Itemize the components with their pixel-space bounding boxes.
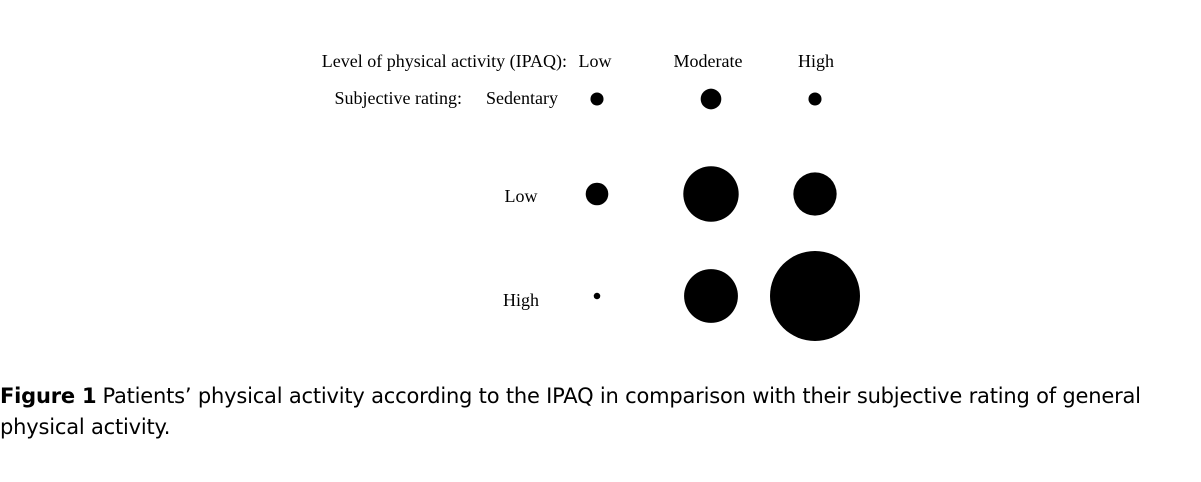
figure-caption: Figure 1 Patients’ physical activity acco… <box>0 381 1195 443</box>
bubble-sedentary-rating-moderate-ipaq <box>700 88 722 110</box>
caption-text: Patients’ physical activity according to… <box>0 384 1141 439</box>
y-tick-label-high: High <box>503 290 539 310</box>
y-axis-header: Subjective rating: <box>335 88 462 108</box>
x-tick-label-high: High <box>798 51 834 71</box>
caption-label: Figure 1 <box>0 384 97 408</box>
bubble-high-rating-low-ipaq <box>593 292 601 300</box>
bubble-low-rating-moderate-ipaq <box>683 166 739 222</box>
x-tick-label-moderate: Moderate <box>674 51 743 71</box>
y-tick-label-sedentary: Sedentary <box>486 88 558 108</box>
x-axis-header: Level of physical activity (IPAQ): <box>322 51 567 72</box>
bubble-low-rating-high-ipaq <box>793 172 837 216</box>
bubble-sedentary-rating-low-ipaq <box>590 92 604 106</box>
bubble-high-rating-moderate-ipaq <box>684 269 738 323</box>
bubble-low-rating-low-ipaq <box>585 182 609 206</box>
y-tick-label-low: Low <box>505 186 538 206</box>
bubble-sedentary-rating-high-ipaq <box>808 92 822 106</box>
bubble-markers <box>585 88 860 341</box>
bubble-high-rating-high-ipaq <box>770 251 860 341</box>
x-tick-label-low: Low <box>579 51 612 71</box>
